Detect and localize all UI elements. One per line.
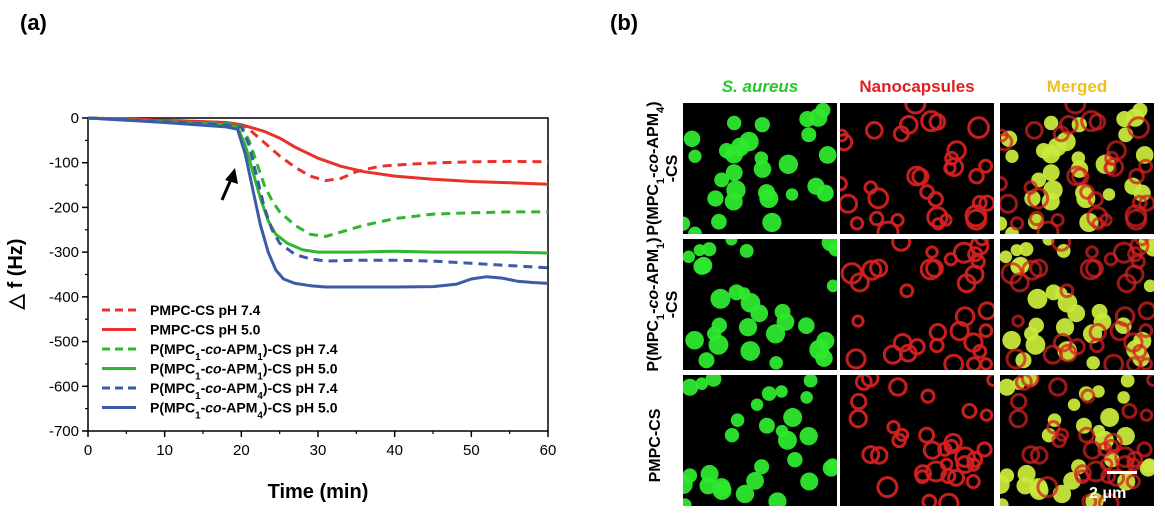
x-tick-label: 40 <box>386 442 403 459</box>
y-tick-label: -600 <box>49 378 79 395</box>
scale-bar-label: 2 μm <box>1089 485 1126 502</box>
y-tick-label: -400 <box>49 289 79 306</box>
row-header-3-line1: PMPC-CS <box>647 408 664 482</box>
row-header-2-line1: P(MPC1-co-APM1) <box>645 237 667 371</box>
x-tick-label: 0 <box>84 442 92 459</box>
legend-label-1: PMPC-CS pH 7.4 <box>150 302 261 318</box>
chart: 0 10 20 30 40 50 60 0 -100 -200 -300 -400 -500 -600 -… <box>5 110 556 503</box>
micrograph-r1-c2 <box>840 103 994 234</box>
column-header-3: Merged <box>1047 77 1107 96</box>
x-tick-label: 10 <box>156 442 173 459</box>
scale-bar: 2 μm <box>1089 471 1137 502</box>
x-tick-label: 60 <box>540 442 557 459</box>
y-tick-label: -300 <box>49 244 79 261</box>
microscopy-grid <box>683 103 1154 506</box>
y-tick-label: -700 <box>49 423 79 440</box>
x-tick-label: 30 <box>310 442 327 459</box>
column-header-1: S. aureus <box>722 77 799 96</box>
y-tick-label: -100 <box>49 155 79 172</box>
y-axis-ticks: 0 -100 -200 -300 -400 -500 -600 -700 <box>49 110 88 440</box>
y-tick-label: 0 <box>71 110 79 127</box>
row-header-1-line2: -CS <box>664 154 681 182</box>
legend-label-5: P(MPC1-co-APM4)-CS pH 7.4 <box>150 380 338 402</box>
row-header-1-line1: P(MPC1-co-APM4) <box>645 101 667 235</box>
legend: PMPC-CS pH 7.4 PMPC-CS pH 5.0 P(MPC1-co-AP… <box>102 302 338 421</box>
y-tick-label: -200 <box>49 199 79 216</box>
series-line-6 <box>87 116 549 289</box>
micrograph-r3-c3 <box>1000 375 1154 506</box>
micrograph-r2-c3 <box>1000 239 1154 370</box>
x-tick-label: 50 <box>463 442 480 459</box>
series-line-2 <box>87 116 549 186</box>
x-axis-ticks: 0 10 20 30 40 50 60 <box>84 431 557 459</box>
micrograph-r2-c2 <box>840 239 994 370</box>
x-tick-label: 20 <box>233 442 250 459</box>
injection-arrow <box>220 168 238 201</box>
micrograph-r1-c3 <box>1000 103 1154 234</box>
scale-bar-line <box>1107 471 1137 474</box>
micrograph-r3-c2 <box>840 375 994 506</box>
series-line-4 <box>87 116 549 255</box>
series-layer <box>87 116 549 289</box>
x-axis-title: Time (min) <box>268 481 369 503</box>
micrograph-r3-c1 <box>683 375 837 506</box>
series-line-1 <box>87 116 549 183</box>
row-header-2-line2: -CS <box>664 290 681 318</box>
micrograph-r2-c1 <box>683 239 837 370</box>
series-line-5 <box>87 116 549 270</box>
legend-label-3: P(MPC1-co-APM1)-CS pH 7.4 <box>150 341 338 363</box>
y-tick-label: -500 <box>49 334 79 351</box>
column-headers: S. aureus Nanocapsules Merged <box>722 77 1108 96</box>
legend-label-6: P(MPC1-co-APM4)-CS pH 5.0 <box>150 400 338 422</box>
legend-label-2: PMPC-CS pH 5.0 <box>150 322 261 338</box>
legend-label-4: P(MPC1-co-APM1)-CS pH 5.0 <box>150 361 338 383</box>
micrograph-r1-c1 <box>683 103 837 234</box>
column-header-2: Nanocapsules <box>859 77 974 96</box>
y-axis-title: △ f (Hz) <box>5 239 27 311</box>
panel-b-label: (b) <box>610 10 638 35</box>
panel-a-label: (a) <box>20 10 47 35</box>
row-headers: P(MPC1-co-APM4)-CSP(MPC1-co-APM1)-CSPMPC… <box>645 101 681 482</box>
